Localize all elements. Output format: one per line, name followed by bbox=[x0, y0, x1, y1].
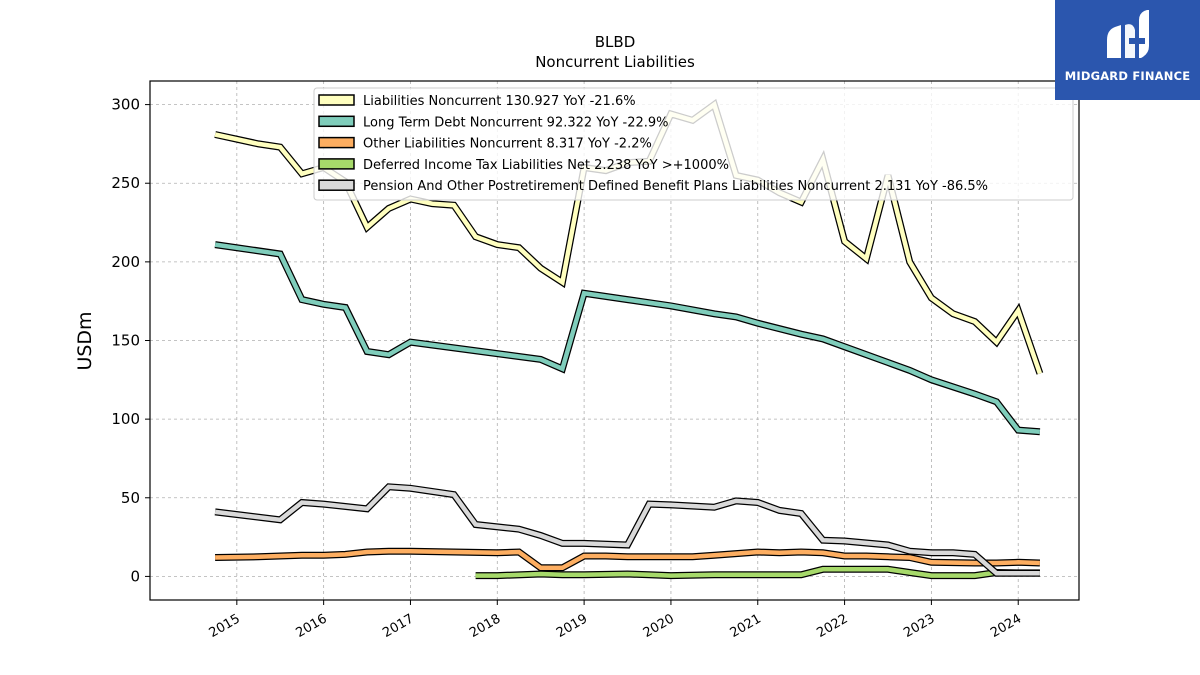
x-tick-label: 2017 bbox=[380, 611, 416, 641]
y-axis-ticks: 0 50 100 150 200 250 300 bbox=[111, 96, 150, 585]
y-tick-label: 250 bbox=[111, 174, 140, 192]
x-tick-label: 2023 bbox=[901, 611, 937, 641]
legend-swatch-3 bbox=[318, 158, 355, 170]
x-tick-label: 2020 bbox=[641, 611, 677, 641]
legend-label-4: Pension And Other Postretirement Defined… bbox=[363, 179, 988, 194]
series-line-3 bbox=[475, 567, 1040, 578]
chart-subtitle: Noncurrent Liabilities bbox=[535, 53, 695, 71]
series-line-2 bbox=[215, 548, 1040, 571]
legend: Liabilities Noncurrent 130.927 YoY -21.6… bbox=[313, 87, 1074, 201]
y-tick-label: 150 bbox=[111, 332, 140, 350]
legend-label-1: Long Term Debt Noncurrent 92.322 YoY -22… bbox=[363, 115, 669, 130]
x-axis-ticks: 2015 2016 2017 2018 2019 2020 2021 2022 2023 2024 bbox=[207, 600, 1024, 641]
chart-title: BLBD bbox=[595, 33, 636, 51]
series-line-4 bbox=[214, 484, 1040, 576]
y-axis-label: USDm bbox=[74, 311, 96, 370]
legend-frame bbox=[313, 87, 1074, 201]
x-tick-label: 2021 bbox=[728, 611, 764, 641]
y-tick-label: 200 bbox=[111, 253, 140, 271]
x-tick-label: 2024 bbox=[988, 611, 1024, 641]
legend-label-2: Other Liabilities Noncurrent 8.317 YoY -… bbox=[363, 137, 652, 152]
y-tick-label: 300 bbox=[111, 96, 140, 114]
series-line-1 bbox=[214, 242, 1041, 434]
y-tick-label: 50 bbox=[121, 489, 140, 507]
legend-swatch-2 bbox=[318, 136, 355, 149]
logo-mark-icon bbox=[1107, 10, 1149, 59]
x-tick-label: 2015 bbox=[207, 611, 243, 641]
y-tick-label: 100 bbox=[111, 410, 140, 428]
y-tick-label: 0 bbox=[130, 567, 140, 585]
legend-label-3: Deferred Income Tax Liabilities Net 2.23… bbox=[363, 158, 729, 173]
brand-logo: MIDGARD FINANCE bbox=[1055, 0, 1200, 100]
x-tick-label: 2019 bbox=[554, 611, 590, 641]
legend-label-0: Liabilities Noncurrent 130.927 YoY -21.6… bbox=[363, 94, 636, 109]
x-tick-label: 2022 bbox=[814, 611, 850, 641]
x-tick-label: 2016 bbox=[293, 611, 329, 641]
legend-swatch-1 bbox=[318, 115, 355, 128]
legend-swatch-0 bbox=[318, 94, 355, 106]
x-tick-label: 2018 bbox=[467, 611, 503, 641]
logo-text: MIDGARD FINANCE bbox=[1064, 69, 1191, 83]
legend-swatch-4 bbox=[318, 179, 355, 191]
